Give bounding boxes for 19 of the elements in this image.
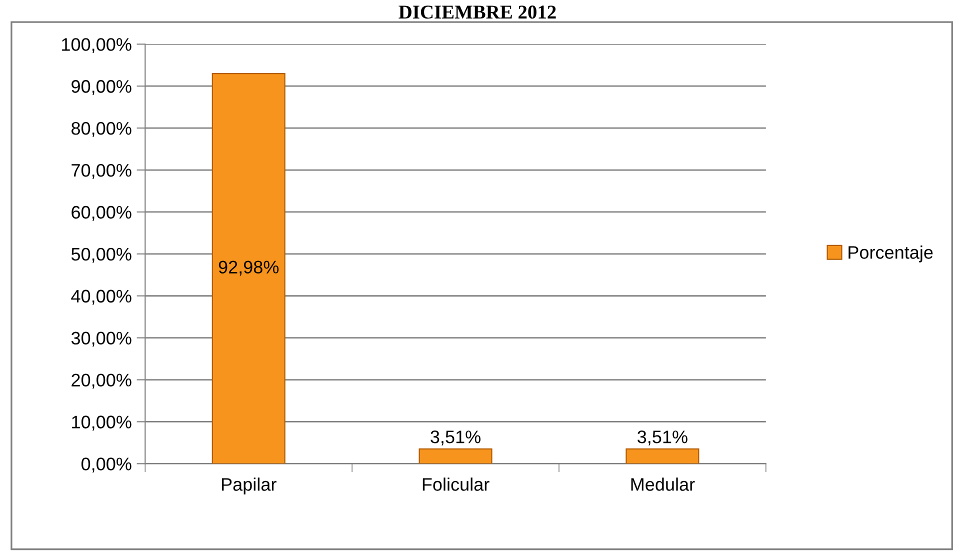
y-tick-label: 60,00% [72, 206, 132, 221]
y-tick-label: 90,00% [72, 80, 132, 95]
y-tick-label: 40,00% [71, 290, 132, 305]
data-label: 3,51% [638, 430, 688, 446]
x-tick-label: Folicular [422, 478, 490, 491]
legend-label: Porcentaje [848, 246, 933, 262]
y-tick-label: 80,00% [72, 122, 132, 137]
y-tick-label: 50,00% [71, 248, 132, 263]
y-tick-label: 30,00% [71, 332, 132, 347]
y-tick-label: 70,00% [72, 164, 132, 179]
chart-title: DICIEMBRE 2012 [398, 6, 556, 19]
y-tick-label: 10,00% [72, 416, 132, 431]
y-tick-label: 20,00% [72, 374, 132, 389]
y-tick-label: 100,00% [62, 38, 132, 54]
data-label: 92,98% [218, 260, 279, 276]
x-tick-label: Papilar [222, 478, 276, 494]
x-tick-label: Medular [631, 478, 695, 491]
data-label: 3,51% [430, 430, 480, 446]
y-tick-label: 0,00% [81, 458, 132, 473]
